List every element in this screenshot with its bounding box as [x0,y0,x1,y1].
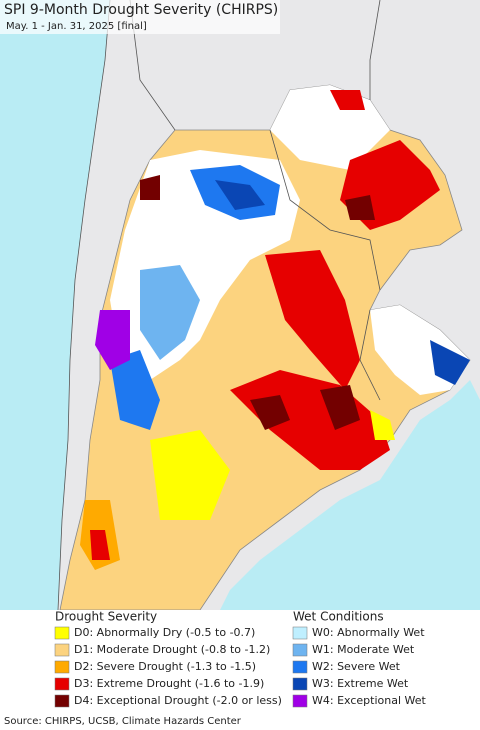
legend-label: W0: Abnormally Wet [312,626,425,639]
atlantic-ocean [220,380,480,610]
legend-label: W4: Exceptional Wet [312,694,427,707]
wet-area [215,180,265,210]
legend-label: D0: Abnormally Dry (-0.5 to -0.7) [74,626,255,639]
map [0,0,480,611]
title-backdrop [0,0,280,34]
wet-area [140,265,200,360]
drought-area [345,195,375,220]
legend-heading: Wet Conditions [293,610,384,624]
legend-panel [0,610,480,710]
legend-swatch [292,643,308,657]
legend-label: D3: Extreme Drought (-1.6 to -1.9) [74,677,264,690]
border [359,309,381,401]
drought-area [140,175,160,200]
legend-swatch [292,626,308,640]
legend-label: W1: Moderate Wet [312,643,415,656]
legend-swatch [292,660,308,674]
wet-area [95,310,130,370]
legend-label: D4: Exceptional Drought (-2.0 or less) [74,694,282,707]
legend-swatch [54,694,70,708]
border [369,0,381,100]
drought-area [330,90,365,110]
legend-label: D2: Severe Drought (-1.3 to -1.5) [74,660,256,673]
legend-swatch [54,626,70,640]
drought-area [265,250,360,390]
coastline [57,0,111,611]
legend-label: W2: Severe Wet [312,660,401,673]
wet-area [110,350,160,430]
legend-label: W3: Extreme Wet [312,677,409,690]
legend-label: D1: Moderate Drought (-0.8 to -1.2) [74,643,270,656]
wet-area [430,340,470,385]
title: SPI 9-Month Drought Severity (CHIRPS) [4,2,278,18]
legend-swatch [54,643,70,657]
border [269,129,381,291]
subtitle: May. 1 - Jan. 31, 2025 [final] [6,21,147,32]
legend: Drought Severity D0: Abnormally Dry (-0.5… [54,610,427,708]
source: Source: CHIRPS, UCSB, Climate Hazards Ce… [4,716,242,727]
dry-area [370,410,395,440]
legend-swatch [54,660,70,674]
drought-area [90,530,110,560]
legend-swatch [54,677,70,691]
legend-swatch [292,694,308,708]
legend-swatch [292,677,308,691]
dry-area [150,430,230,520]
pacific-ocean [0,0,110,610]
drought-area [250,395,290,430]
legend-heading: Drought Severity [55,610,157,624]
drought-area [320,385,360,430]
